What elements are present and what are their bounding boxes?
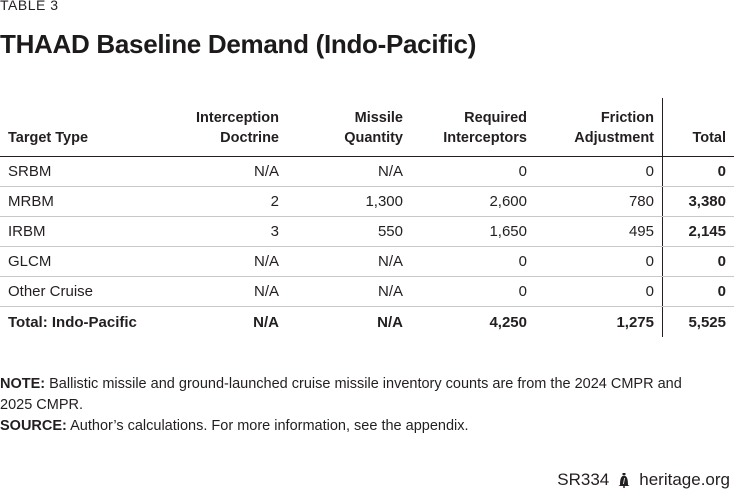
- cell-total: 3,380: [662, 186, 734, 217]
- cell-friction: 1,275: [527, 306, 663, 337]
- site-link[interactable]: heritage.org: [639, 470, 730, 489]
- notes-block: NOTE: Ballistic missile and ground-launc…: [0, 374, 690, 437]
- cell-total: 2,145: [662, 216, 734, 247]
- cell-target-type: IRBM: [0, 216, 148, 247]
- cell-friction: 0: [527, 156, 663, 187]
- cell-friction: 0: [527, 246, 663, 277]
- cell-total: 5,525: [662, 306, 734, 337]
- table-label: TABLE 3: [0, 0, 59, 13]
- header-total: Total: [662, 98, 734, 157]
- cell-doctrine: N/A: [148, 246, 279, 277]
- table-row: SRBM N/A N/A 0 0 0: [0, 156, 734, 187]
- cell-doctrine: 2: [148, 186, 279, 217]
- note-line: NOTE: Ballistic missile and ground-launc…: [0, 374, 690, 416]
- cell-target-type: GLCM: [0, 246, 148, 277]
- cell-friction: 780: [527, 186, 663, 217]
- footer: SR334 heritage.org: [557, 470, 730, 490]
- liberty-bell-icon: [618, 472, 630, 488]
- cell-friction: 0: [527, 276, 663, 307]
- cell-friction: 495: [527, 216, 663, 247]
- cell-quantity: N/A: [279, 276, 403, 307]
- header-missile-quantity: Missile Quantity: [279, 98, 403, 157]
- cell-total: 0: [662, 246, 734, 277]
- cell-total: 0: [662, 276, 734, 307]
- table-header-row: Target Type Interception Doctrine Missile…: [0, 98, 734, 157]
- cell-doctrine: N/A: [148, 156, 279, 187]
- note-label: NOTE:: [0, 376, 46, 392]
- table-row: IRBM 3 550 1,650 495 2,145: [0, 216, 734, 247]
- source-text: Author’s calculations. For more informat…: [70, 418, 469, 434]
- cell-target-type: Other Cruise: [0, 276, 148, 307]
- cell-required: 2,600: [403, 186, 527, 217]
- cell-target-type: MRBM: [0, 186, 148, 217]
- cell-quantity: 550: [279, 216, 403, 247]
- source-line: SOURCE: Author’s calculations. For more …: [0, 416, 690, 437]
- table-total-row: Total: Indo-Pacific N/A N/A 4,250 1,275 …: [0, 306, 734, 337]
- cell-required: 1,650: [403, 216, 527, 247]
- header-friction-adjustment: Friction Adjustment: [527, 98, 663, 157]
- cell-required: 0: [403, 276, 527, 307]
- cell-target-type: SRBM: [0, 156, 148, 187]
- table-row: Other Cruise N/A N/A 0 0 0: [0, 276, 734, 307]
- cell-quantity: 1,300: [279, 186, 403, 217]
- cell-quantity: N/A: [279, 156, 403, 187]
- cell-required: 0: [403, 246, 527, 277]
- cell-doctrine: 3: [148, 216, 279, 247]
- cell-doctrine: N/A: [148, 276, 279, 307]
- cell-target-type: Total: Indo-Pacific: [0, 306, 148, 337]
- demand-table: Target Type Interception Doctrine Missile…: [0, 98, 734, 337]
- cell-required: 0: [403, 156, 527, 187]
- source-label: SOURCE:: [0, 418, 67, 434]
- page-title: THAAD Baseline Demand (Indo-Pacific): [0, 29, 477, 59]
- table-row: GLCM N/A N/A 0 0 0: [0, 246, 734, 277]
- header-required-interceptors: Required Interceptors: [403, 98, 527, 157]
- cell-quantity: N/A: [279, 246, 403, 277]
- report-id: SR334: [557, 470, 610, 489]
- header-target-type: Target Type: [0, 98, 148, 157]
- cell-quantity: N/A: [279, 306, 403, 337]
- table-row: MRBM 2 1,300 2,600 780 3,380: [0, 186, 734, 217]
- cell-required: 4,250: [403, 306, 527, 337]
- cell-doctrine: N/A: [148, 306, 279, 337]
- note-text: Ballistic missile and ground-launched cr…: [0, 376, 682, 413]
- header-interception-doctrine: Interception Doctrine: [148, 98, 279, 157]
- cell-total: 0: [662, 156, 734, 187]
